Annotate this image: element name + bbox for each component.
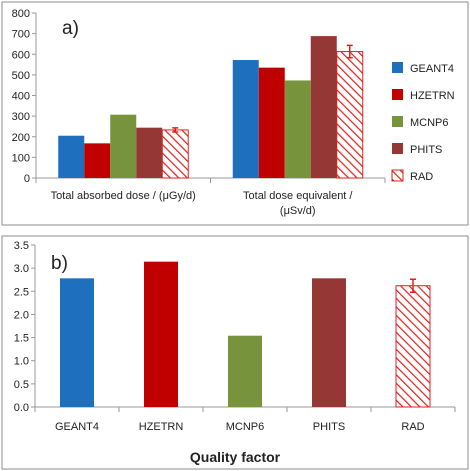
legend-swatch-hzetrn	[392, 89, 403, 100]
chart-b-y-tick-label: 3.5	[14, 240, 29, 252]
chart-b-svg: b) Quality factor 0.0 0.5 1.0 1.5 2.0 2.5 3.0 3…	[1, 235, 469, 470]
chart-a-y-tick-label: 100	[12, 152, 30, 164]
legend-label-geant4: GEANT4	[410, 63, 454, 75]
chart-b-category-label: GEANT4	[55, 421, 99, 433]
chart-a-y-tick-label: 0	[24, 173, 30, 185]
chart-panel-a: a) 0 100 200 300 400 500 600 700 800 Total absorb…	[0, 0, 470, 227]
legend-swatch-rad	[391, 169, 404, 182]
chart-a-bar-geant4	[232, 60, 259, 178]
chart-a-bar-rad	[161, 129, 189, 179]
chart-b-panel-label: b)	[51, 253, 68, 274]
chart-a-y-tick-label: 700	[12, 29, 30, 41]
chart-a-y-tick-label: 600	[12, 49, 30, 61]
chart-b-y-tick-label: 0.0	[14, 402, 29, 414]
chart-b-y-tick-label: 1.5	[14, 333, 29, 345]
chart-a-bar-hzetrn	[258, 67, 285, 178]
chart-a-bar-hzetrn	[84, 143, 111, 178]
chart-a-bar-mcnp6	[284, 80, 311, 178]
chart-a-y-tick-label: 300	[12, 111, 30, 123]
chart-b-category-label: RAD	[401, 421, 424, 433]
legend-swatch-phits	[392, 143, 403, 154]
chart-b-y-tick-label: 1.0	[14, 356, 29, 368]
chart-b-category-label: HZETRN	[139, 421, 184, 433]
chart-a-bar-phits	[310, 36, 337, 178]
legend-label-hzetrn: HZETRN	[410, 90, 455, 102]
chart-b-bar-rad	[395, 285, 431, 408]
chart-a-bar-rad	[336, 51, 364, 179]
chart-a-svg: a) 0 100 200 300 400 500 600 700 800 Total absorb…	[1, 1, 469, 226]
legend-swatch-geant4	[392, 62, 403, 73]
chart-a-error-bar	[346, 44, 353, 59]
chart-a-y-tick-label: 400	[12, 91, 30, 103]
legend-label-rad: RAD	[410, 171, 433, 183]
chart-a-category-label: (μSv/d)	[280, 205, 316, 217]
chart-b-x-axis-title: Quality factor	[190, 449, 281, 465]
chart-b-category-label: PHITS	[313, 421, 345, 433]
chart-panel-b: b) Quality factor 0.0 0.5 1.0 1.5 2.0 2.5 3.0 3…	[0, 234, 470, 471]
chart-b-category-label: MCNP6	[226, 421, 265, 433]
chart-a-bar-phits	[136, 127, 163, 178]
chart-a-bar-geant4	[58, 135, 85, 178]
chart-a-category-label: Total absorbed dose / (μGy/d)	[51, 190, 196, 202]
chart-a-bar-mcnp6	[110, 114, 137, 178]
chart-b-error-bar	[410, 278, 416, 293]
legend-label-mcnp6: MCNP6	[410, 117, 449, 129]
chart-b-bar-hzetrn	[144, 261, 178, 407]
chart-b-y-tick-label: 2.5	[14, 286, 29, 298]
chart-a-error-bar	[172, 127, 179, 133]
legend-label-phits: PHITS	[410, 144, 442, 156]
chart-b-bar-geant4	[60, 278, 94, 407]
chart-a-panel-label: a)	[62, 18, 79, 39]
legend-swatch-mcnp6	[392, 116, 403, 127]
chart-a-y-tick-label: 200	[12, 132, 30, 144]
chart-b-y-tick-label: 3.0	[14, 263, 29, 275]
chart-b-bar-mcnp6	[228, 335, 262, 407]
chart-a-y-tick-label: 500	[12, 70, 30, 82]
chart-b-y-tick-label: 2.0	[14, 309, 29, 321]
chart-a-category-label: Total dose equivalent /	[243, 190, 353, 202]
chart-b-bar-phits	[312, 278, 346, 407]
chart-a-y-tick-label: 800	[12, 8, 30, 20]
chart-b-y-tick-label: 0.5	[14, 379, 29, 391]
